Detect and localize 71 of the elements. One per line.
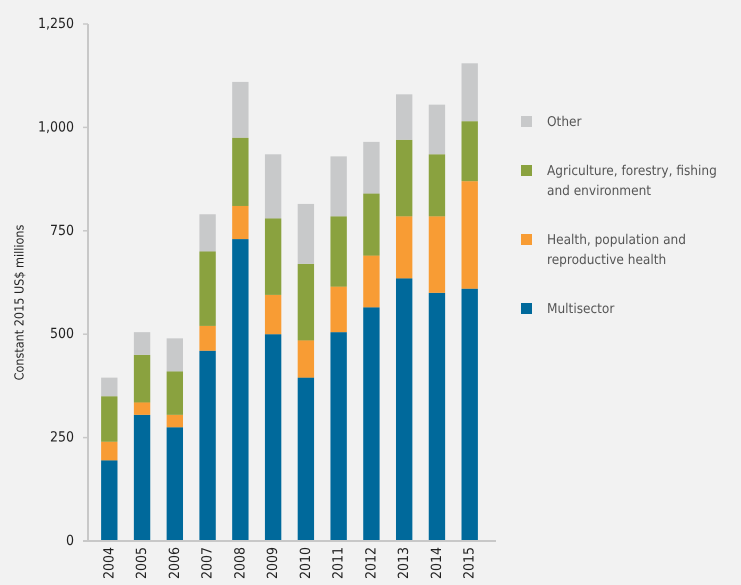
legend-label: Multisector <box>547 301 614 317</box>
bar <box>396 278 412 541</box>
bar <box>462 63 478 122</box>
bar <box>134 402 150 415</box>
bar <box>396 94 412 140</box>
x-tick-label: 2009 <box>265 547 282 580</box>
bar <box>134 332 150 355</box>
x-tick-label: 2004 <box>101 547 118 580</box>
x-tick-label: 2014 <box>428 547 445 580</box>
y-tick-label: 0 <box>66 533 74 549</box>
bar <box>232 82 249 138</box>
bar <box>199 326 216 351</box>
x-tick-label: 2007 <box>200 547 216 580</box>
bar <box>166 414 184 428</box>
bar <box>199 350 216 541</box>
bar <box>396 216 412 278</box>
legend-label: Health, population and reproductive health <box>547 232 686 268</box>
bar <box>330 216 347 287</box>
bar <box>462 288 478 541</box>
bar <box>264 218 282 295</box>
bar <box>264 294 282 334</box>
bar <box>428 154 446 216</box>
bar <box>363 194 380 256</box>
bar <box>166 371 184 415</box>
bar <box>101 460 118 541</box>
bar <box>199 251 216 326</box>
x-tick-label: 2012 <box>363 547 380 580</box>
y-axis-title: Constant 2015 US$ millions <box>12 224 26 380</box>
bar <box>330 156 347 216</box>
bar <box>264 334 282 541</box>
bar <box>428 104 446 154</box>
bar <box>462 181 478 289</box>
x-tick-label: 2010 <box>298 547 314 580</box>
bar <box>428 292 446 541</box>
x-tick-label: 2008 <box>232 547 248 580</box>
bar <box>134 414 150 541</box>
bar <box>330 332 347 541</box>
bar <box>232 138 249 206</box>
bar <box>330 286 347 332</box>
bar <box>462 121 478 182</box>
legend-label: Agriculture, forestry, fishing and environment <box>547 163 717 199</box>
x-tick-label: 2006 <box>166 547 183 580</box>
x-tick-label: 2013 <box>396 547 412 580</box>
bar <box>232 239 249 541</box>
y-tick-label: 250 <box>50 430 74 446</box>
bar <box>101 442 118 460</box>
bar <box>298 204 314 264</box>
bar <box>298 340 314 378</box>
bar <box>134 354 150 402</box>
y-tick-label: 1,000 <box>38 119 74 136</box>
bar <box>363 142 380 194</box>
bar <box>199 214 216 252</box>
bar <box>396 140 412 216</box>
legend-label: Other <box>547 114 582 130</box>
bar <box>264 154 282 218</box>
bar <box>428 216 446 293</box>
y-tick-label: 750 <box>50 222 74 239</box>
bar <box>166 338 184 372</box>
bar <box>363 307 380 541</box>
bar <box>298 264 314 340</box>
x-tick-label: 2015 <box>462 547 478 580</box>
y-tick-label: 500 <box>50 326 74 342</box>
bar <box>232 206 249 240</box>
x-tick-label: 2011 <box>330 547 347 580</box>
y-tick-label: 1,250 <box>38 16 74 32</box>
bar <box>101 378 118 396</box>
x-tick-label: 2005 <box>134 547 150 580</box>
bar <box>363 256 380 308</box>
bar <box>101 396 118 442</box>
bar <box>166 427 184 541</box>
bar <box>298 378 314 541</box>
